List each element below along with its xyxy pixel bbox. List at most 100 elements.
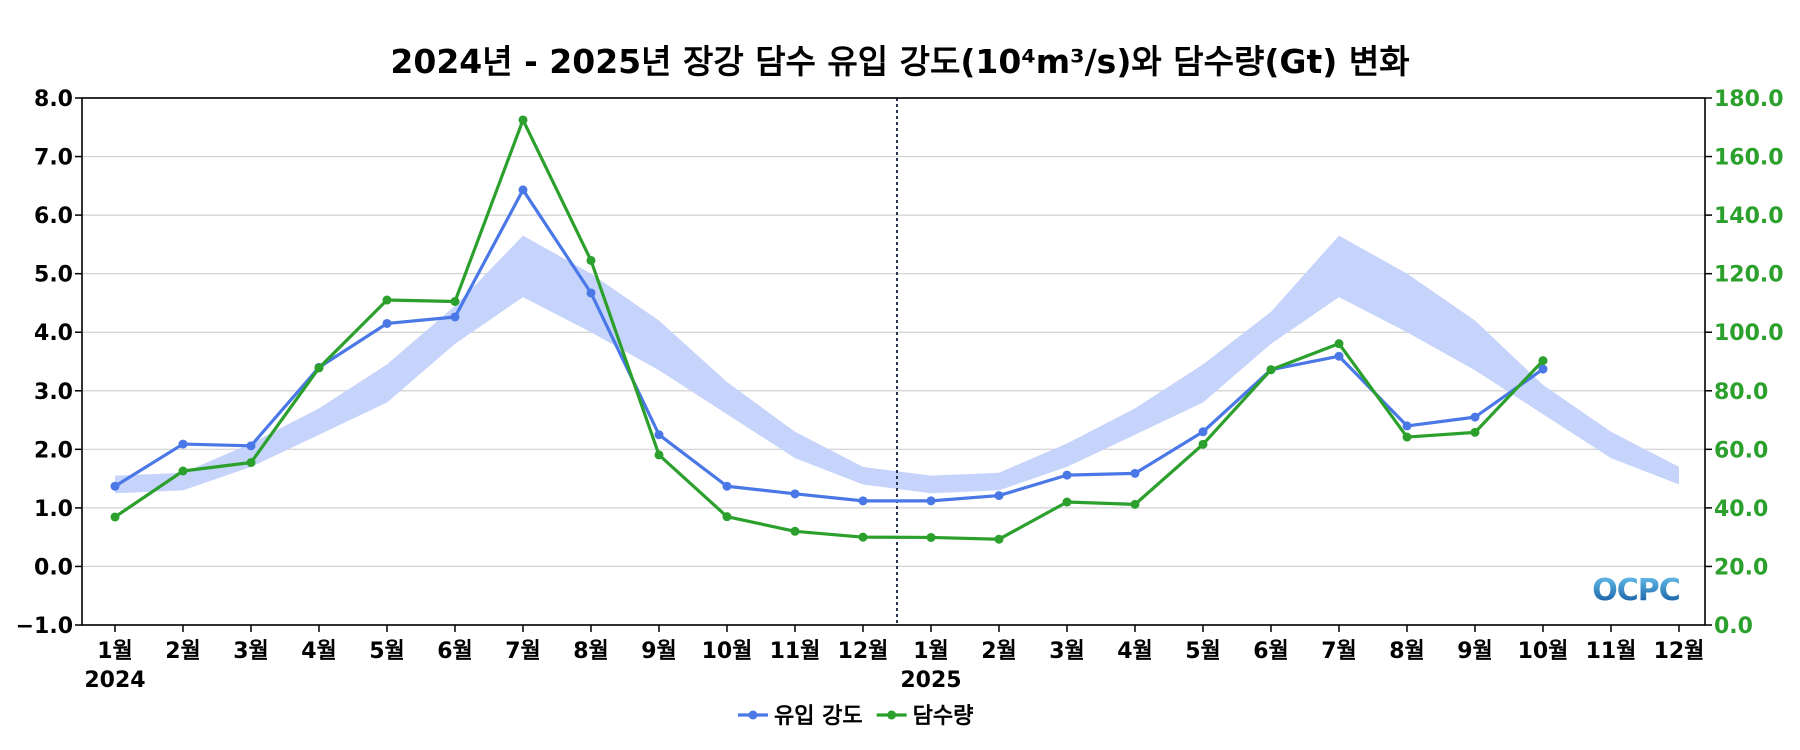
plot-frame (81, 97, 1706, 626)
data-point (1538, 364, 1548, 374)
data-point (178, 466, 188, 476)
data-point (926, 532, 936, 542)
tick-label-x: 9월 (641, 639, 677, 664)
data-point (518, 115, 528, 125)
series-freshwater-volume (110, 115, 1548, 544)
tick-label-left: −1.0 (16, 614, 73, 639)
data-point (926, 496, 936, 506)
data-point (858, 532, 868, 542)
tick-label-x: 2월 (165, 639, 201, 664)
tick-label-left: 2.0 (34, 438, 73, 463)
data-point (858, 496, 868, 506)
data-point (1402, 432, 1412, 442)
data-point (654, 450, 664, 460)
data-point (1470, 412, 1480, 422)
tick-label-right: 140.0 (1714, 204, 1784, 229)
tick-label-x: 8월 (573, 639, 609, 664)
series-line (114, 118, 1545, 541)
tick-label-left: 4.0 (34, 321, 73, 346)
legend-label: 담수량 (913, 704, 974, 729)
tick-label-x: 4월 (1117, 639, 1153, 664)
legend-marker (748, 710, 758, 720)
tick-label-x: 10월 (702, 639, 753, 664)
legend-item: 담수량 (876, 704, 974, 729)
series-inflow-intensity (110, 185, 1548, 506)
tick-label-right: 40.0 (1714, 497, 1768, 522)
chart-title: 2024년 - 2025년 장강 담수 유입 강도(10⁴m³/s)와 담수량(… (390, 42, 1409, 81)
logo-text: OCPC (1592, 573, 1680, 608)
year-label: 2024 (84, 668, 145, 693)
tick-label-x: 1월 (913, 639, 949, 664)
data-point (246, 441, 256, 451)
series-line (114, 188, 1544, 503)
data-point (722, 481, 732, 491)
tick-label-right: 80.0 (1714, 380, 1768, 405)
tick-label-x: 2월 (981, 639, 1017, 664)
data-point (1062, 470, 1072, 480)
data-point (178, 439, 188, 449)
data-point (1334, 351, 1344, 361)
year-label: 2025 (900, 668, 961, 693)
data-point (450, 312, 460, 322)
y-axis-left-ticks: −1.0 0.0 1.0 2.0 3.0 4.0 5.0 6.0 7.0 8.0 (16, 87, 82, 639)
data-point (110, 512, 120, 522)
data-point (246, 458, 256, 468)
legend-label: 유입 강도 (774, 704, 863, 729)
data-point (1470, 427, 1480, 437)
x-axis-ticks: 1월 2월 3월 4월 5월 6월 7월 8월 9월 10월 11월 12월 1월 2월 3월 4월 5월 6월 7… (97, 625, 1704, 664)
year-labels: 2024 2025 (84, 668, 961, 693)
tick-label-x: 1월 (97, 639, 133, 664)
tick-label-left: 6.0 (34, 204, 73, 229)
tick-label-x: 12월 (1654, 639, 1705, 664)
data-point (790, 526, 800, 536)
data-point (1062, 497, 1072, 507)
tick-label-x: 7월 (505, 639, 541, 664)
data-point (586, 288, 596, 298)
tick-label-x: 9월 (1457, 639, 1493, 664)
data-point (110, 481, 120, 491)
series (110, 115, 1548, 544)
data-point (1402, 421, 1412, 431)
tick-label-x: 8월 (1389, 639, 1425, 664)
data-point (382, 318, 392, 328)
data-point (1198, 427, 1208, 437)
tick-label-right: 160.0 (1714, 146, 1784, 171)
tick-label-x: 3월 (233, 639, 269, 664)
data-point (314, 363, 324, 373)
tick-label-x: 5월 (369, 639, 405, 664)
legend-item: 유입 강도 (738, 704, 863, 729)
data-point (994, 491, 1004, 501)
tick-label-x: 10월 (1518, 639, 1569, 664)
tick-label-left: 1.0 (34, 497, 73, 522)
tick-label-left: 5.0 (34, 263, 73, 288)
tick-label-right: 100.0 (1714, 321, 1784, 346)
data-point (790, 489, 800, 499)
band-area (115, 235, 1679, 494)
data-point (382, 295, 392, 305)
tick-label-x: 11월 (1586, 639, 1637, 664)
tick-label-left: 7.0 (34, 146, 73, 171)
legend: 유입 강도 담수량 (738, 704, 973, 729)
data-point (518, 185, 528, 195)
normal-range-band (115, 235, 1679, 494)
data-point (994, 534, 1004, 544)
tick-label-right: 20.0 (1714, 555, 1768, 580)
tick-label-right: 0.0 (1714, 614, 1753, 639)
tick-label-x: 5월 (1185, 639, 1221, 664)
data-point (586, 255, 596, 265)
data-point (1266, 365, 1276, 375)
tick-label-x: 11월 (770, 639, 821, 664)
tick-label-x: 6월 (1253, 639, 1289, 664)
data-point (450, 296, 460, 306)
y-axis-right-ticks: 0.0 20.0 40.0 60.0 80.0 100.0 120.0 140.0 160.0 1… (1705, 87, 1784, 639)
data-point (1130, 468, 1140, 478)
tick-label-left: 3.0 (34, 380, 73, 405)
tick-label-right: 60.0 (1714, 438, 1768, 463)
tick-label-right: 120.0 (1714, 263, 1784, 288)
data-point (1538, 356, 1548, 366)
data-point (1198, 439, 1208, 449)
tick-label-x: 3월 (1049, 639, 1085, 664)
tick-label-x: 6월 (437, 639, 473, 664)
tick-label-x: 4월 (301, 639, 337, 664)
